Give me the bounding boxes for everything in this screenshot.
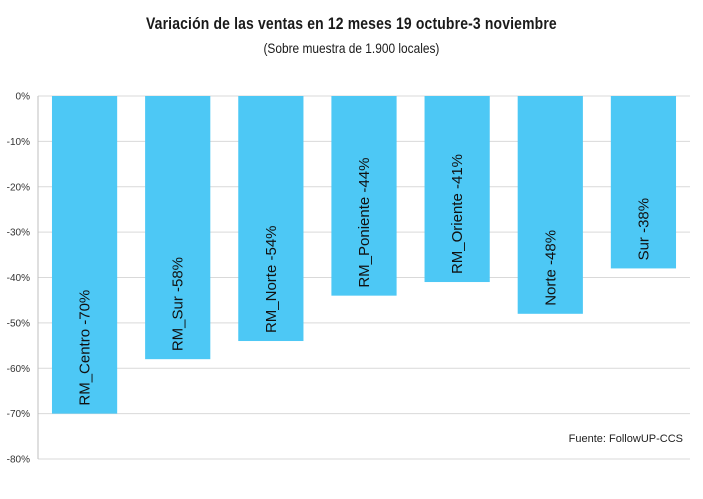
source-note: Fuente: FollowUP-CCS bbox=[569, 433, 683, 445]
bar-data-label: RM_Centro -70% bbox=[77, 290, 94, 406]
bar-norte bbox=[517, 96, 583, 314]
bar-data-label: RM_Norte -54% bbox=[263, 225, 280, 333]
bar-rm-poniente bbox=[331, 96, 397, 296]
bar-rm-oriente bbox=[424, 96, 490, 283]
bar-data-label: Norte -48% bbox=[542, 230, 559, 306]
bar-data-label: Sur -38% bbox=[635, 198, 652, 261]
bar-rm-sur bbox=[145, 96, 211, 360]
bar-rm-norte bbox=[238, 96, 304, 342]
bars bbox=[51, 96, 677, 414]
y-tick-label: -80% bbox=[7, 455, 30, 466]
y-tick-label: -30% bbox=[7, 228, 30, 239]
bar-labels: RM_Centro -70% RM_Sur -58% RM_Norte -54% RM… bbox=[77, 154, 653, 406]
y-tick-label: 0% bbox=[16, 92, 31, 103]
bar-data-label: RM_Oriente -41% bbox=[449, 154, 466, 274]
y-tick-label: -20% bbox=[7, 182, 30, 193]
chart-title: Variación de las ventas en 12 meses 19 o… bbox=[145, 14, 557, 33]
y-tick-label: -40% bbox=[7, 273, 30, 284]
bar-data-label: RM_Sur -58% bbox=[170, 257, 187, 351]
y-tick-label: -10% bbox=[7, 137, 30, 148]
y-tick-label: -70% bbox=[7, 409, 30, 420]
bar-sur bbox=[610, 96, 677, 269]
y-tick-label: -60% bbox=[7, 364, 30, 375]
chart-subtitle: (Sobre muestra de 1.900 locales) bbox=[263, 40, 440, 56]
y-tick-label: -50% bbox=[7, 318, 30, 329]
bar-rm-centro bbox=[51, 96, 118, 414]
y-axis: 0% -10% -20% -30% -40% -50% -60% -70% -80% bbox=[7, 92, 39, 466]
bar-data-label: RM_Poniente -44% bbox=[356, 158, 373, 288]
